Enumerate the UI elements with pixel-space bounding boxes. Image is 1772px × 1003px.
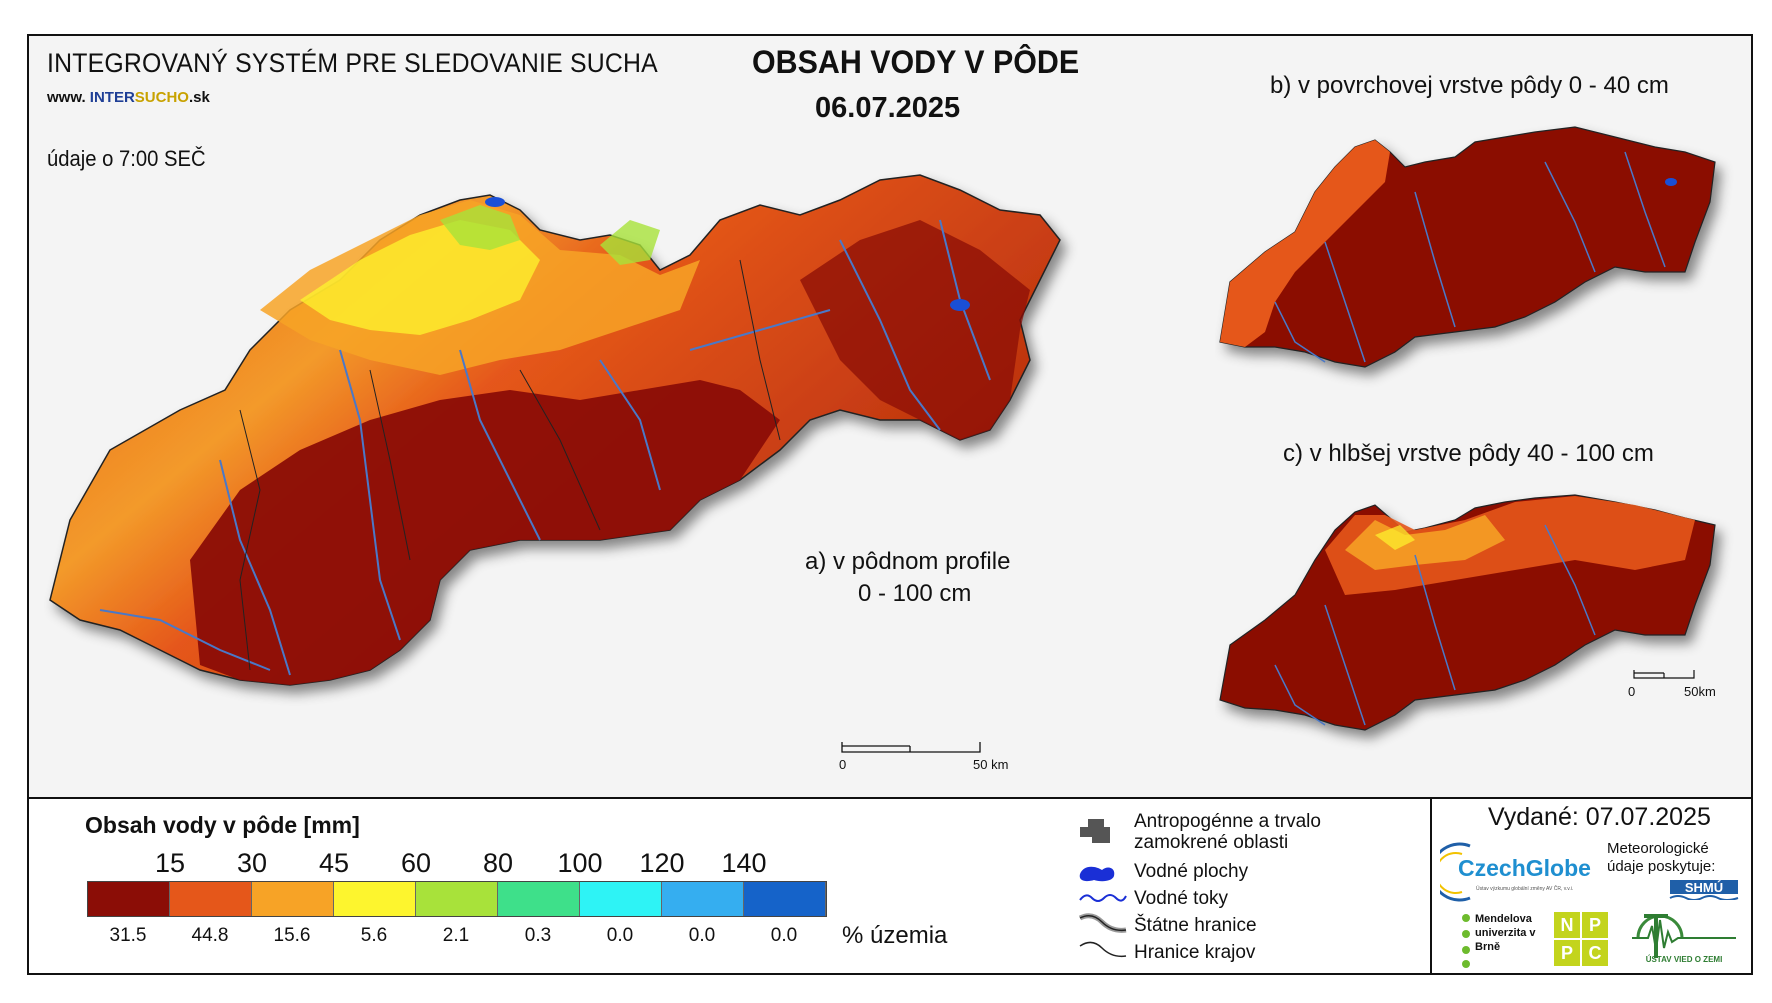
- class-break-label: 120: [639, 848, 685, 878]
- small-scale-end: 50km: [1684, 684, 1716, 699]
- panel-a-label-line2: 0 - 100 cm: [858, 580, 972, 607]
- czechglobe-logo[interactable]: CzechGlobe Ústav výzkumu globální změny …: [1440, 840, 1602, 902]
- moist-north-c: [1345, 515, 1505, 570]
- deep-layer-map: [1219, 494, 1716, 731]
- legend-divider: [1430, 797, 1432, 975]
- color-scale-cell: [88, 882, 170, 916]
- mendel-university-logo[interactable]: Mendelova univerzita v Brně: [1475, 913, 1536, 953]
- legend-rivers: Vodné toky: [1134, 888, 1229, 909]
- color-scale-bar: [87, 881, 827, 917]
- website-link[interactable]: www. INTERSUCHO.sk: [47, 89, 210, 106]
- color-scale-cell: [662, 882, 744, 916]
- shmu-logo[interactable]: SHMÚ: [1668, 870, 1740, 900]
- npc-letter: P: [1582, 912, 1608, 938]
- wet-peaks-region-2: [600, 220, 660, 265]
- shmu-text: SHMÚ: [1685, 880, 1723, 895]
- anthropogenic-area-icon: [1080, 819, 1110, 843]
- uvz-text: ÚSTAV VIED O ZEMI: [1646, 955, 1723, 964]
- color-scale-cell: [334, 882, 416, 916]
- water-body-icon: [1079, 866, 1115, 882]
- class-break-label: 80: [482, 848, 514, 878]
- panel-b-label: b) v povrchovej vrstve pôdy 0 - 40 cm: [1270, 72, 1669, 99]
- class-break-label: 100: [557, 848, 603, 878]
- legend-anthropogenic-line2: zamokrené oblasti: [1134, 832, 1289, 853]
- legend-title: Obsah vody v pôde [mm]: [85, 812, 360, 838]
- legend-region-borders: Hranice krajov: [1134, 942, 1256, 963]
- main-title: OBSAH VODY V PÔDE: [752, 44, 1080, 80]
- color-scale-cell: [580, 882, 662, 916]
- npc-letter: P: [1554, 940, 1580, 966]
- state-border-icon: [1078, 913, 1127, 933]
- class-break-label: 15: [154, 848, 186, 878]
- main-scale-bar: [841, 742, 981, 753]
- percent-label: 0.0: [606, 925, 634, 946]
- panel-c-label: c) v hlbšej vrstve pôdy 40 - 100 cm: [1283, 440, 1654, 467]
- very-moist-region: [300, 220, 540, 335]
- color-scale-cell: [416, 882, 498, 916]
- moderate-dryness-west-b: [1220, 140, 1390, 347]
- czechglobe-subtext: Ústav výzkumu globální změny AV ČR, v.v.…: [1476, 885, 1573, 892]
- npc-logo[interactable]: N P P C: [1554, 912, 1608, 966]
- legend-water-bodies: Vodné plochy: [1134, 861, 1249, 882]
- color-scale-cell: [170, 882, 252, 916]
- main-date: 06.07.2025: [815, 92, 961, 124]
- percent-label: 0.0: [688, 925, 716, 946]
- percent-label: 31.5: [109, 925, 147, 946]
- percent-label: 44.8: [191, 925, 229, 946]
- legend-state-borders: Štátne hranice: [1134, 915, 1257, 936]
- class-break-label: 140: [721, 848, 767, 878]
- main-soil-water-map: [49, 174, 1061, 686]
- percent-label: 2.1: [442, 925, 470, 946]
- panel-a-label-line1: a) v pôdnom profile: [805, 548, 1011, 575]
- wet-north-c: [1375, 525, 1415, 550]
- percent-label: 0.3: [524, 925, 552, 946]
- main-scale-end: 50 km: [973, 757, 1009, 772]
- legend-anthropogenic-line1: Antropogénne a trvalo: [1134, 811, 1321, 832]
- data-time: údaje o 7:00 SEČ: [47, 146, 206, 171]
- water-bodies-main: [485, 197, 970, 311]
- moderate-north-c: [1325, 496, 1695, 595]
- meteo-provider-text: Meteorologické údaje poskytuje:: [1607, 840, 1716, 875]
- region-borders-main: [239, 259, 781, 671]
- surface-layer-map: [1219, 126, 1716, 368]
- region-border-icon: [1079, 941, 1127, 958]
- class-break-label: 60: [400, 848, 432, 878]
- dry-lowland-region: [190, 380, 780, 685]
- percent-label: 15.6: [273, 925, 311, 946]
- small-scale-start: 0: [1628, 684, 1636, 699]
- percent-label: 0.0: [770, 925, 798, 946]
- small-scale-bar: [1633, 670, 1695, 679]
- wet-peaks-region: [440, 205, 520, 250]
- class-break-label: 30: [236, 848, 268, 878]
- system-title: INTEGROVANÝ SYSTÉM PRE SLEDOVANIE SUCHA: [47, 48, 658, 78]
- color-scale-cell: [744, 882, 826, 916]
- npc-letter: C: [1582, 940, 1608, 966]
- czechglobe-text: CzechGlobe: [1458, 855, 1591, 881]
- river-icon: [1079, 894, 1127, 902]
- color-scale-cell: [498, 882, 580, 916]
- percent-unit: % územia: [842, 922, 948, 949]
- class-break-label: 45: [318, 848, 350, 878]
- main-scale-start: 0: [839, 757, 847, 772]
- npc-letter: N: [1554, 912, 1580, 938]
- color-scale-cell: [252, 882, 334, 916]
- percent-label: 5.6: [360, 925, 388, 946]
- mendel-dots-icon: [1462, 914, 1470, 968]
- earth-science-institute-logo[interactable]: ÚSTAV VIED O ZEMI: [1628, 908, 1740, 968]
- issued-date: Vydané: 07.07.2025: [1488, 803, 1711, 831]
